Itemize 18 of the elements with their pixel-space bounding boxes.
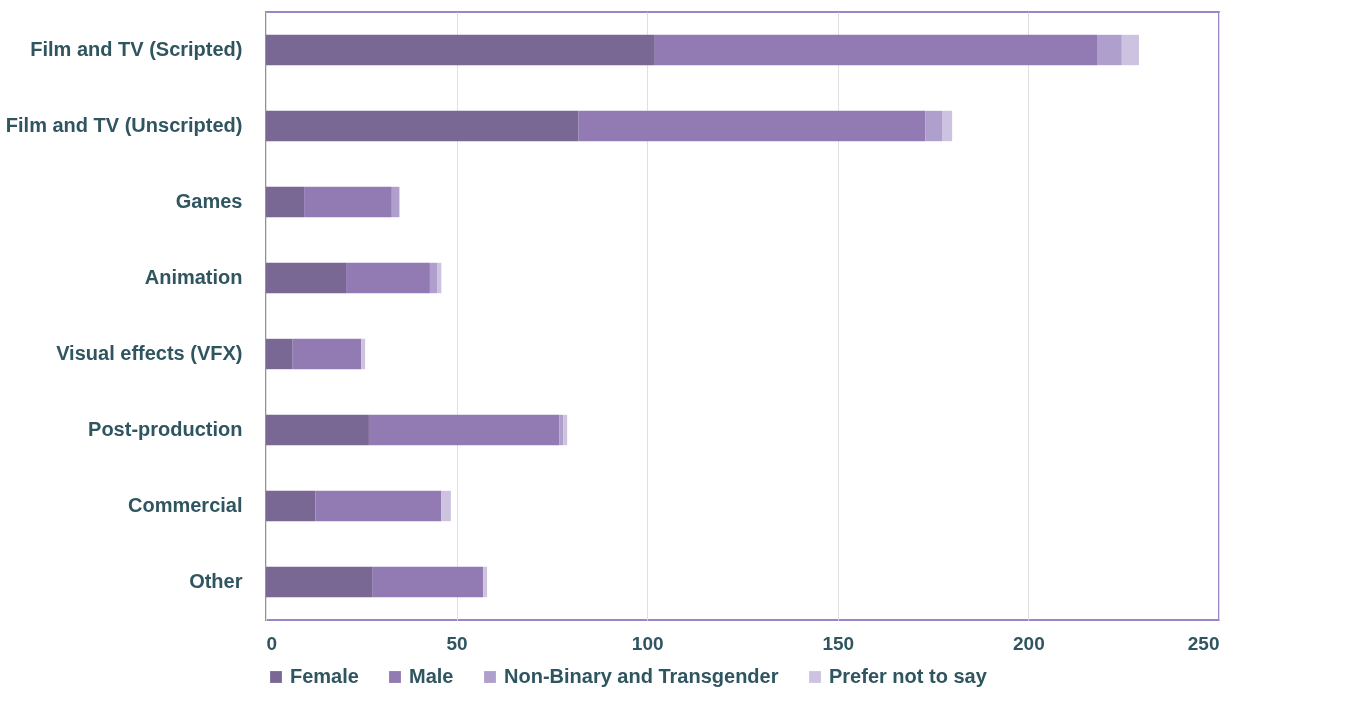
x-tick-label: 250 — [1187, 632, 1220, 654]
y-tick-label: Animation — [144, 266, 243, 288]
x-tick-label: 100 — [631, 632, 664, 654]
y-tick-label: Commercial — [128, 494, 243, 516]
legend-label: Male — [409, 665, 454, 687]
x-tick-label: 0 — [266, 632, 278, 654]
legend-label: Non-Binary and Transgender — [504, 665, 779, 687]
y-tick-label: Post-production — [88, 418, 243, 440]
y-tick-label: Games — [175, 190, 243, 212]
x-tick-label: 50 — [446, 632, 468, 654]
x-tick-label: 150 — [822, 632, 855, 654]
y-tick-label: Visual effects (VFX) — [56, 342, 243, 364]
y-tick-label: Film and TV (Scripted) — [30, 38, 243, 60]
x-tick-label: 200 — [1013, 632, 1045, 654]
legend-label: Prefer not to say — [829, 665, 988, 687]
legend-label: Female — [290, 665, 359, 687]
y-tick-label: Film and TV (Unscripted) — [5, 114, 243, 136]
y-tick-label: Other — [189, 570, 243, 592]
